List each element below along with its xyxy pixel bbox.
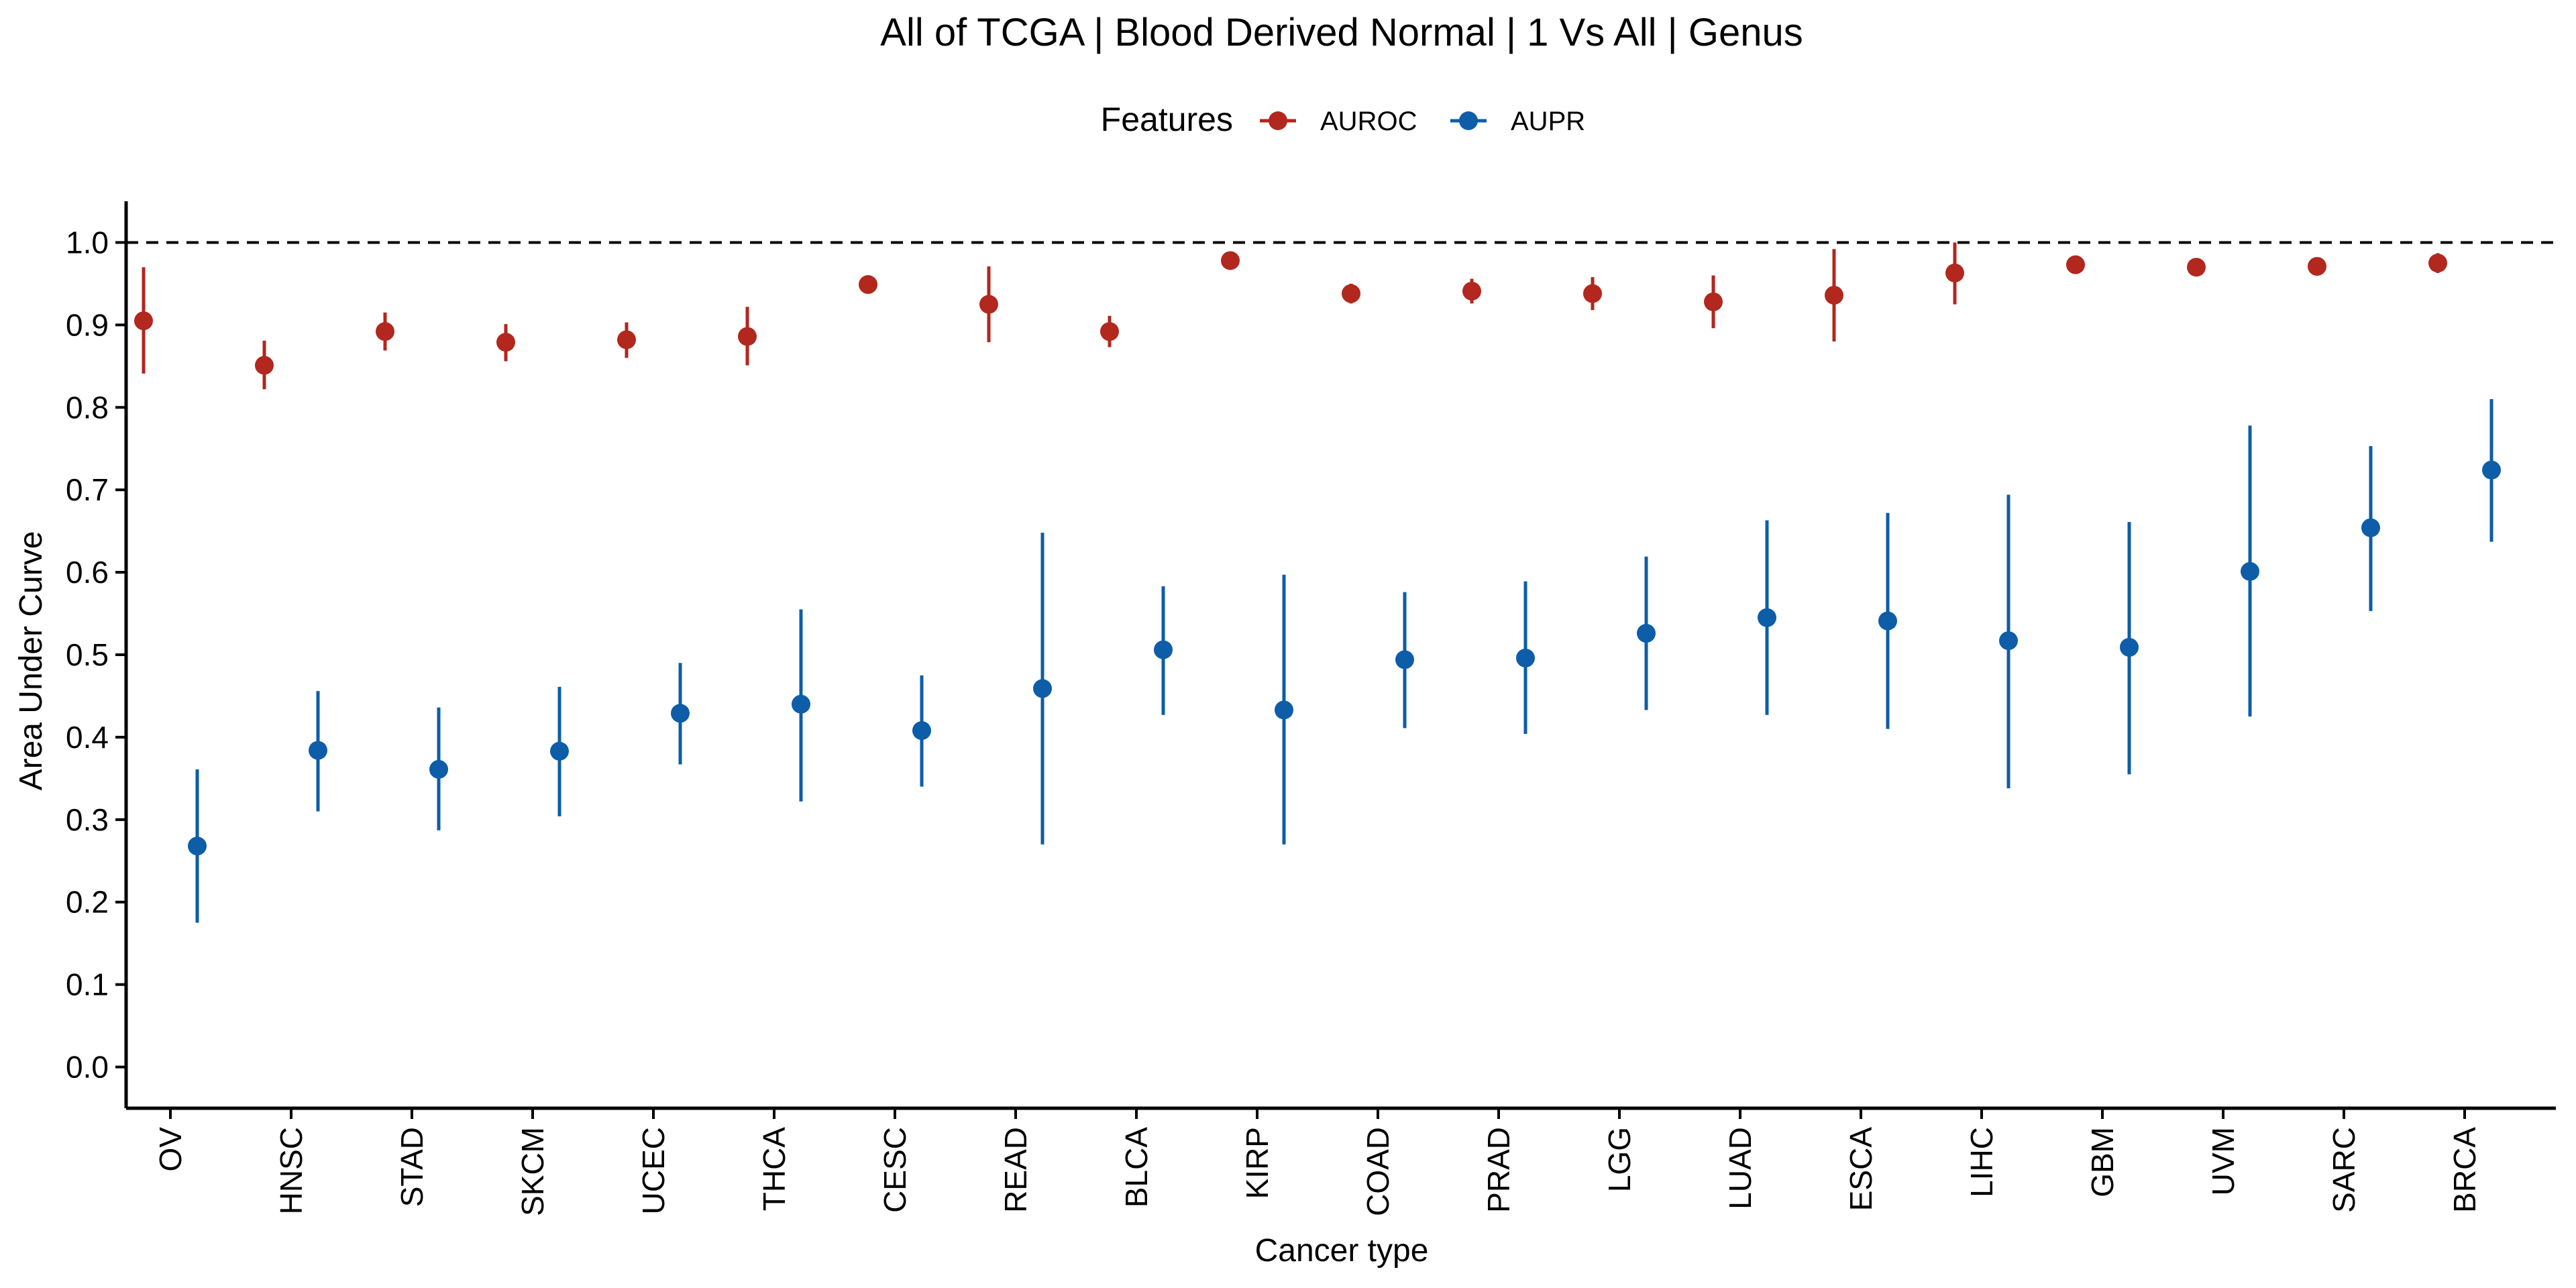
x-axis-title: Cancer type [1255, 1233, 1429, 1269]
legend: Features AUROC AUPR [1101, 101, 1585, 138]
series-auroc [134, 242, 2447, 390]
legend-key-point [1459, 111, 1478, 130]
x-tick-label: UCEC [636, 1127, 671, 1214]
data-point [979, 294, 998, 314]
x-tick-label: HNSC [274, 1127, 309, 1214]
data-point [1342, 284, 1360, 303]
x-tick-label: LUAD [1723, 1127, 1758, 1210]
y-tick-label: 0.6 [66, 555, 109, 590]
data-point [1704, 292, 1723, 311]
data-point [738, 327, 757, 346]
plot-marks [134, 242, 2501, 923]
data-point [496, 333, 515, 352]
data-point [2187, 258, 2206, 277]
y-tick-label: 0.5 [66, 637, 109, 672]
y-tick-label: 0.1 [66, 967, 109, 1002]
x-axis-ticks: OV HNSC STAD SKCM UCEC THCA CESC READ BLCA KIRP CO… [153, 1108, 2482, 1216]
data-point [309, 741, 327, 760]
axes [124, 201, 2556, 1110]
data-point [1275, 700, 1293, 720]
y-tick-label: 1.0 [66, 225, 109, 260]
data-point [2120, 637, 2139, 657]
data-point [1154, 640, 1173, 659]
data-point [188, 837, 207, 856]
data-point [1878, 611, 1897, 631]
x-tick-label: THCA [757, 1127, 792, 1212]
x-tick-label: STAD [394, 1127, 429, 1207]
legend-items: AUROC AUPR [1260, 107, 1585, 136]
data-point [2308, 257, 2326, 276]
x-tick-label: BLCA [1119, 1127, 1154, 1208]
y-tick-label: 0.0 [66, 1050, 109, 1085]
x-tick-label: ESCA [1843, 1127, 1878, 1212]
data-point [2241, 561, 2259, 581]
x-tick-label: BRCA [2447, 1127, 2482, 1213]
x-tick-label: SKCM [515, 1127, 550, 1216]
x-tick-label: CESC [877, 1127, 912, 1213]
y-axis-title: Area Under Curve [13, 531, 49, 791]
y-tick-label: 0.3 [66, 802, 109, 837]
data-point [792, 694, 810, 714]
x-tick-label: PRAD [1481, 1127, 1516, 1213]
x-tick-label: LIHC [1964, 1127, 1999, 1197]
x-tick-label: KIRP [1240, 1127, 1275, 1199]
data-point [550, 741, 569, 761]
x-tick-label: READ [998, 1127, 1033, 1213]
legend-label: AUROC [1320, 107, 1417, 136]
x-tick-label: COAD [1360, 1127, 1395, 1216]
data-point [1945, 263, 1964, 282]
data-point [376, 322, 394, 341]
x-tick-label: SARC [2326, 1127, 2361, 1213]
data-point [1637, 624, 1656, 643]
data-point [1100, 322, 1119, 341]
legend-key-point [1269, 111, 1287, 130]
data-point [1583, 284, 1602, 303]
x-tick-label: UVM [2206, 1127, 2241, 1195]
data-point [1221, 251, 1240, 270]
data-point [671, 704, 690, 723]
legend-title: Features [1101, 101, 1233, 138]
data-point [1395, 650, 1414, 669]
data-point [1999, 631, 2018, 651]
data-point [429, 759, 448, 779]
data-point [617, 330, 636, 350]
series-aupr [188, 398, 2501, 923]
data-point [2361, 518, 2380, 537]
data-point [1825, 286, 1843, 305]
data-point [1462, 281, 1481, 301]
data-point [859, 275, 877, 294]
x-tick-label: OV [153, 1127, 188, 1172]
data-point [2482, 460, 2501, 480]
data-point [2428, 254, 2447, 273]
y-tick-label: 0.2 [66, 885, 109, 920]
data-point [1516, 648, 1535, 667]
y-tick-label: 0.8 [66, 390, 109, 425]
data-point [2066, 255, 2085, 274]
legend-label: AUPR [1511, 107, 1585, 136]
y-axis-ticks: 0.0 0.1 0.2 0.3 0.4 0.5 0.6 0.7 0.8 0.9 1.0 [66, 225, 126, 1085]
data-point [1033, 679, 1052, 698]
y-tick-label: 0.4 [66, 720, 109, 755]
chart-title: All of TCGA | Blood Derived Normal | 1 V… [880, 11, 1803, 54]
data-point [912, 721, 931, 741]
data-point [134, 311, 153, 331]
data-point [255, 356, 274, 375]
data-point [1758, 608, 1776, 627]
y-tick-label: 0.7 [66, 472, 109, 507]
y-tick-label: 0.9 [66, 307, 109, 342]
x-tick-label: LGG [1602, 1127, 1637, 1192]
x-tick-label: GBM [2085, 1127, 2120, 1197]
